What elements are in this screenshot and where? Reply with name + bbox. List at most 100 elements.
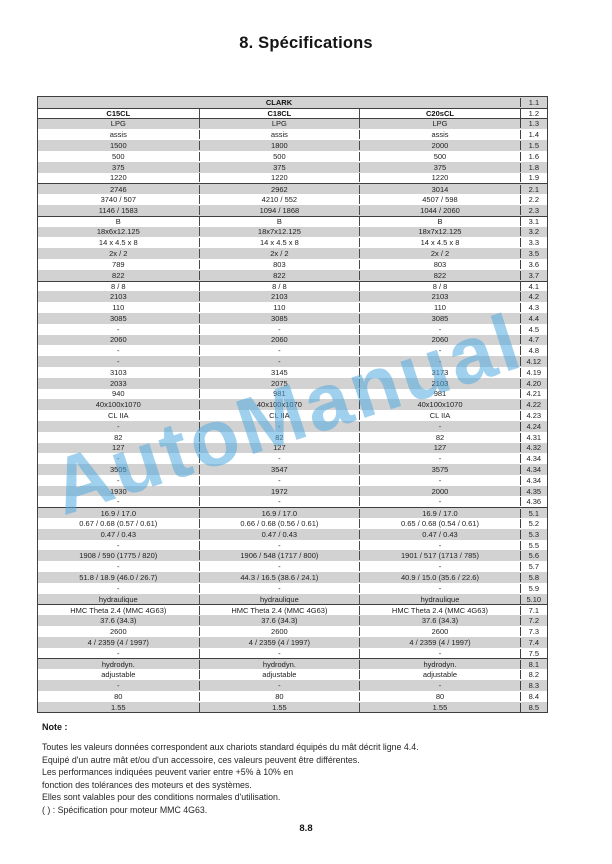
cell-2.3-col3: 1044 / 2060 — [359, 205, 520, 215]
note-line-3: Les performances indiquées peuvent varie… — [42, 767, 294, 778]
spec-table: CLARK 1.1 C15CL C18CL C20sCL 1.2 LPG LPG LPG 1.3 a… — [37, 96, 548, 714]
cell-4.7-col2: 2060 — [198, 335, 360, 345]
cell-4.21-col2: 981 — [198, 389, 360, 399]
cell-4.20-col1: 2033 — [109, 378, 127, 388]
cell-4.31-col2: 82 — [198, 432, 360, 442]
table-row-1.8: 375 375 375 1.8 — [38, 161, 547, 173]
spec-code-7.3: 7.3 — [519, 626, 547, 636]
cell-4.24-col3: - — [359, 421, 520, 431]
table-row-7.1: HMC Theta 2.4 (MMC 4G63) HMC Theta 2.4 (M… — [38, 604, 547, 615]
cell-1.3-col3: LPG — [359, 119, 520, 129]
table-row-4.36: - - -4.36 — [38, 496, 547, 507]
cell-4.7-col1: 2060 — [109, 335, 127, 345]
cell-7.2-col1: 37.6 (34.3) — [100, 616, 137, 626]
spec-code-4.12: 4.12 — [519, 357, 547, 367]
cell-5.8-col3: 40.9 / 15.0 (35.6 / 22.6) — [359, 572, 520, 582]
cell-3.6-col2: 803 — [198, 259, 360, 269]
cell-4.12-col2: - — [198, 357, 360, 367]
cell-3.3-col2: 14 x 4.5 x 8 — [198, 238, 360, 248]
table-row-8.1: hydrodyn. hydrodyn. hydrodyn. 8.1 — [38, 658, 547, 670]
spec-code-4.21: 4.21 — [519, 389, 547, 399]
cell-4.20-col3: 2103 — [359, 378, 520, 388]
cell-8.5-col1: 1.55 — [110, 702, 126, 712]
cell-8.4-col2: 80 — [198, 691, 360, 701]
cell-8.2-col1: adjustable — [101, 670, 136, 680]
cell-4.34-col1: - — [117, 475, 120, 485]
cell-1.4-col3: assis — [359, 130, 520, 140]
note-line-4: fonction des tolérances des moteurs et d… — [42, 779, 252, 790]
spec-code-4.35: 4.35 — [519, 486, 547, 496]
spec-code-1.1: 1.1 — [520, 97, 547, 107]
cell-2.1-col1: 2746 — [109, 184, 127, 194]
cell-8.2-col3: adjustable — [359, 670, 520, 680]
spec-code-7.2: 7.2 — [519, 616, 547, 626]
table-row-8.3: - - -8.3 — [38, 680, 547, 691]
cell-7.5-col2: - — [198, 648, 360, 658]
cell-4.12-col3: - — [359, 357, 520, 367]
cell-5.6-col3: 1901 / 517 (1713 / 785) — [359, 551, 520, 561]
table-row-4.2: 2103 2103 2103 4.2 — [38, 291, 547, 303]
table-row-4.19: 3103 3145 3173 4.19 — [38, 367, 547, 378]
table-row-3.1: B B B 3.1 — [38, 215, 547, 227]
cell-5.3-col2: 0.47 / 0.43 — [198, 529, 360, 539]
spec-code-3.3: 3.3 — [519, 238, 547, 248]
spec-code-1.3: 1.3 — [519, 119, 547, 129]
spec-code-4.34: 4.34 — [519, 454, 547, 464]
cell-7.2-col2: 37.6 (34.3) — [198, 616, 360, 626]
cell-1.1-merged: CLARK — [265, 97, 293, 107]
cell-5.2-col1: 0.67 / 0.68 (0.57 / 0.61) — [79, 518, 158, 528]
cell-1.2-col3: C20sCL — [359, 108, 520, 118]
spec-code-5.3: 5.3 — [519, 529, 547, 539]
table-row-1.5: 1500 1800 2000 1.5 — [38, 140, 547, 151]
spec-code-8.5: 8.5 — [519, 702, 547, 712]
cell-5.2-col2: 0.66 / 0.68 (0.56 / 0.61) — [198, 518, 360, 528]
cell-2.1-col2: 2962 — [198, 184, 360, 194]
spec-code-4.31: 4.31 — [519, 432, 547, 442]
cell-5.7-col3: - — [359, 562, 520, 572]
spec-code-4.36: 4.36 — [519, 497, 547, 507]
table-row-5.6: 1908 / 590 (1775 / 820) 1906 / 548 (1717 … — [38, 550, 547, 562]
cell-3.7-col2: 822 — [198, 270, 360, 280]
note-line-1: Toutes les valeurs données correspondent… — [42, 742, 419, 752]
cell-7.4-col1: 4 / 2359 (4 / 1997) — [87, 637, 149, 647]
cell-8.4-col3: 80 — [359, 691, 520, 701]
cell-8.1-col2: hydrodyn. — [198, 659, 360, 669]
cell-4.3-col1: 110 — [112, 303, 125, 313]
cell-5.1-col3: 16.9 / 17.0 — [359, 508, 520, 518]
table-row-5.3: 0.47 / 0.43 0.47 / 0.43 0.47 / 0.43 5.3 — [38, 528, 547, 540]
spec-code-1.2: 1.2 — [519, 108, 547, 118]
spec-code-8.1: 8.1 — [519, 659, 547, 669]
cell-4.22-col1: 40x100x1070 — [95, 400, 141, 410]
spec-code-4.7: 4.7 — [519, 335, 547, 345]
table-row-4.7: 2060 2060 2060 4.7 — [38, 334, 547, 346]
spec-code-7.1: 7.1 — [519, 605, 547, 615]
cell-5.5-col3: - — [359, 540, 520, 550]
spec-code-4.34: 4.34 — [519, 464, 547, 474]
table-row-4.20: 2033 2075 2103 4.20 — [38, 377, 547, 389]
table-row-4.23: CL IIA CL IIA CL IIA 4.23 — [38, 410, 547, 421]
table-row-5.1: 16.9 / 17.0 16.9 / 17.0 16.9 / 17.0 5.1 — [38, 507, 547, 519]
spec-code-5.5: 5.5 — [519, 540, 547, 550]
cell-4.24-col2: - — [198, 421, 360, 431]
cell-3.1-col2: B — [198, 217, 360, 227]
cell-4.19-col3: 3173 — [359, 367, 520, 377]
cell-4.4-col2: 3085 — [198, 313, 360, 323]
cell-4.3-col3: 110 — [359, 303, 520, 313]
cell-1.4-col1: assis — [109, 130, 127, 140]
spec-code-1.9: 1.9 — [519, 173, 547, 183]
cell-4.1-col3: 8 / 8 — [359, 281, 520, 291]
cell-2.2-col3: 4507 / 598 — [359, 195, 520, 205]
cell-5.1-col1: 16.9 / 17.0 — [100, 508, 137, 518]
cell-1.3-col1: LPG — [110, 119, 126, 129]
table-row-4.31: 82 82 82 4.31 — [38, 432, 547, 443]
cell-4.34-col3: - — [359, 454, 520, 464]
spec-code-8.2: 8.2 — [519, 670, 547, 680]
cell-4.12-col1: - — [117, 357, 120, 367]
cell-3.1-col1: B — [115, 217, 121, 227]
cell-4.1-col2: 8 / 8 — [198, 281, 360, 291]
cell-3.2-col1: 18x6x12.125 — [96, 227, 140, 237]
cell-1.6-col1: 500 — [112, 151, 125, 161]
spec-code-5.6: 5.6 — [519, 551, 547, 561]
cell-1.5-col3: 2000 — [359, 141, 520, 151]
spec-code-8.3: 8.3 — [519, 680, 547, 690]
